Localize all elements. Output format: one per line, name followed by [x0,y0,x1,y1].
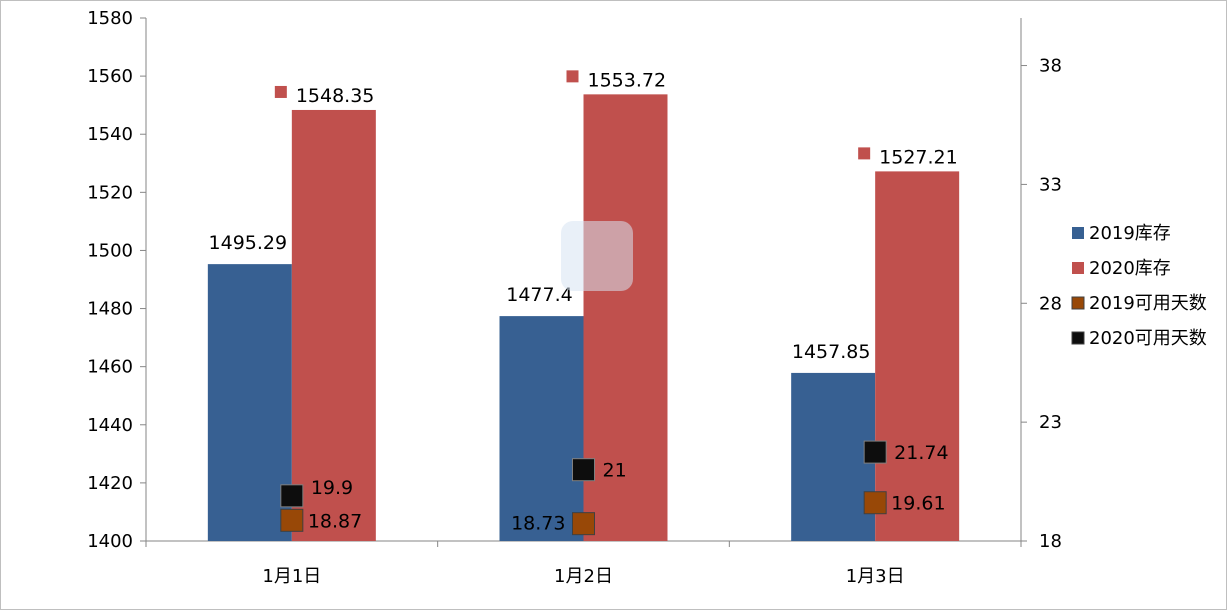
data-label-marker-2020-stock [566,70,579,83]
legend-label: 2019可用天数 [1089,293,1207,314]
marker-2020-days [280,484,304,508]
data-label-marker-2020-stock [274,85,287,98]
right-tick-label: 23 [1039,412,1062,433]
left-tick-label: 1520 [87,182,133,203]
data-label-2020-stock: 1553.72 [588,69,667,91]
x-tick-label: 1月2日 [554,566,613,587]
data-label-2019-days: 18.73 [511,513,565,535]
data-label-2020-days: 21 [603,460,627,482]
watermark-logo [561,221,633,291]
legend-swatch [1071,331,1085,345]
legend-swatch [1072,262,1084,274]
legend-label: 2019库存 [1089,223,1171,244]
bar-2020-stock [875,171,960,541]
left-tick-label: 1560 [87,66,133,87]
data-label-2019-stock: 1477.4 [506,284,572,306]
data-label-2019-days: 18.87 [308,510,362,532]
bar-2019-stock [499,316,584,541]
data-label-2019-stock: 1495.29 [209,232,288,254]
data-label-2020-stock: 1548.35 [296,85,375,107]
legend-swatch [1071,296,1085,310]
data-label-2020-days: 21.74 [894,442,948,464]
right-tick-label: 38 [1039,56,1062,77]
marker-2019-days [572,512,595,536]
left-tick-label: 1500 [87,240,133,261]
plot-area: 1400 1420 1440 1460 1480 1500 1520 1540 1560 1580… [87,8,1062,587]
right-tick-label: 18 [1039,531,1062,552]
left-tick-label: 1580 [87,8,133,29]
data-label-marker-2020-stock [858,147,871,160]
marker-2020-days [863,440,887,464]
bar-2019-stock [791,372,876,541]
legend-label: 2020库存 [1089,258,1171,279]
marker-2019-days [280,508,304,532]
left-tick-label: 1540 [87,124,133,145]
data-label-2019-days: 19.61 [891,493,945,515]
marker-2019-days [863,491,887,515]
data-label-2020-stock: 1527.21 [879,146,958,168]
legend: 2019库存 2020库存 2019可用天数 2020可用天数 [1071,223,1207,349]
right-tick-label: 33 [1039,174,1062,195]
bar-2020-stock [583,94,668,541]
left-tick-label: 1400 [87,531,133,552]
x-tick-label: 1月1日 [262,566,321,587]
marker-2020-days [572,458,595,482]
left-tick-label: 1480 [87,299,133,320]
x-tick-label: 1月3日 [846,566,905,587]
legend-label: 2020可用天数 [1089,328,1207,349]
left-tick-label: 1440 [87,415,133,436]
left-tick-label: 1420 [87,473,133,494]
bar-2020-stock [291,109,376,542]
bar-2019-stock [207,264,292,541]
data-label-2020-days: 19.9 [311,477,353,499]
data-label-2019-stock: 1457.85 [792,341,871,363]
left-tick-label: 1460 [87,357,133,378]
legend-swatch [1072,227,1084,239]
right-tick-label: 28 [1039,293,1062,314]
